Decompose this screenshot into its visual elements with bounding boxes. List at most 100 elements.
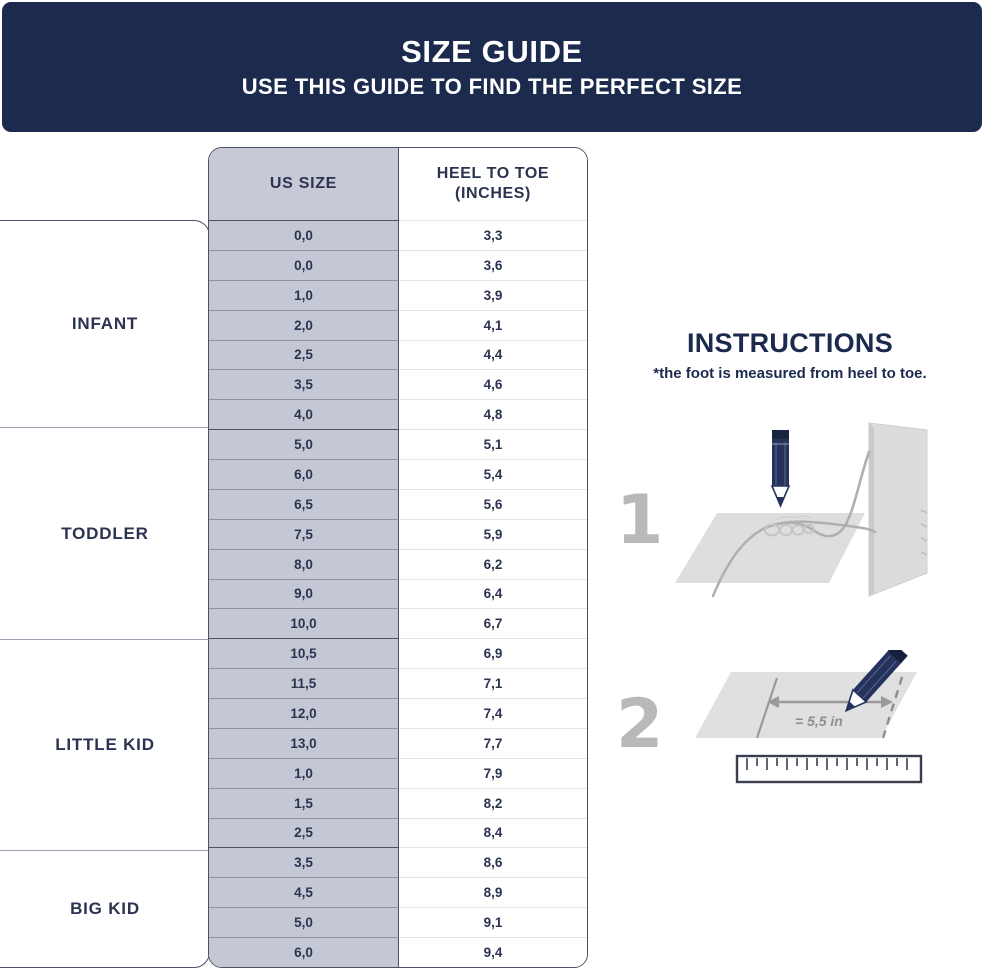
table-row: 2,5 8,4 (209, 817, 587, 848)
cell-heel-to-toe: 4,4 (399, 339, 587, 370)
table-row: 0,0 3,3 (209, 220, 587, 250)
table-row: 7,5 5,9 (209, 518, 587, 549)
cell-us-size: 1,0 (209, 279, 399, 310)
cell-us-size: 3,5 (209, 369, 399, 400)
table-row: 6,5 5,6 (209, 488, 587, 519)
cell-heel-to-toe: 7,1 (399, 668, 587, 698)
table-row: 2,0 4,1 (209, 309, 587, 340)
table-row: 6,0 5,4 (209, 459, 587, 489)
table-row: 1,0 3,9 (209, 279, 587, 310)
cell-heel-to-toe: 4,8 (399, 399, 587, 430)
cell-heel-to-toe: 7,4 (399, 698, 587, 728)
cell-heel-to-toe: 8,2 (399, 787, 587, 818)
table-row: 10,5 6,9 (209, 638, 587, 669)
table-row: 3,5 4,6 (209, 369, 587, 400)
table-row: 2,5 4,4 (209, 339, 587, 370)
cell-heel-to-toe: 8,4 (399, 817, 587, 848)
cell-us-size: 4,0 (209, 399, 399, 430)
cell-us-size: 6,0 (209, 459, 399, 489)
page-title: SIZE GUIDE (401, 34, 583, 69)
cell-us-size: 5,0 (209, 429, 399, 459)
table-row: 8,0 6,2 (209, 548, 587, 579)
cell-heel-to-toe: 8,9 (399, 877, 587, 908)
table-row: 12,0 7,4 (209, 698, 587, 728)
table-row: 4,5 8,9 (209, 877, 587, 908)
cell-us-size: 8,0 (209, 548, 399, 579)
table-row: 5,0 5,1 (209, 429, 587, 459)
cell-heel-to-toe: 5,6 (399, 488, 587, 519)
cell-heel-to-toe: 5,4 (399, 459, 587, 489)
cell-us-size: 13,0 (209, 727, 399, 758)
age-category-panel: INFANT TODDLER LITTLE KID BIG KID (0, 220, 210, 968)
cell-us-size: 6,5 (209, 488, 399, 519)
measurement-value: = 5,5 in (795, 713, 843, 729)
cell-us-size: 11,5 (209, 668, 399, 698)
instruction-step-2: 2 = 5,5 in (616, 643, 944, 800)
cell-us-size: 0,0 (209, 220, 399, 250)
table-row: 6,0 9,4 (209, 937, 587, 967)
step-1-illustration (669, 418, 939, 623)
cell-us-size: 12,0 (209, 698, 399, 728)
cell-heel-to-toe: 3,3 (399, 220, 587, 250)
table-row: 1,0 7,9 (209, 757, 587, 788)
cell-heel-to-toe: 9,1 (399, 907, 587, 937)
cell-heel-to-toe: 5,9 (399, 518, 587, 549)
cell-us-size: 2,5 (209, 339, 399, 370)
cell-heel-to-toe: 3,6 (399, 249, 587, 280)
column-header-us-size: US SIZE (209, 148, 399, 220)
table-body: 0,0 3,3 0,0 3,6 1,0 3,9 2,0 4,1 2,5 4,4 3,5 4,6 4,0 4… (209, 220, 587, 967)
cell-us-size: 3,5 (209, 847, 399, 878)
cell-us-size: 10,0 (209, 608, 399, 639)
cell-heel-to-toe: 8,6 (399, 847, 587, 878)
cell-us-size: 9,0 (209, 578, 399, 609)
cell-heel-to-toe: 3,9 (399, 279, 587, 310)
category-label-big-kid: BIG KID (70, 899, 140, 918)
cell-us-size: 7,5 (209, 518, 399, 549)
cell-us-size: 2,0 (209, 309, 399, 340)
instructions-note: *the foot is measured from heel to toe. (653, 365, 927, 382)
cell-heel-to-toe: 7,9 (399, 757, 587, 788)
cell-heel-to-toe: 6,4 (399, 578, 587, 609)
cell-us-size: 10,5 (209, 638, 399, 669)
category-label-infant: INFANT (0, 221, 209, 428)
cell-heel-to-toe: 9,4 (399, 937, 587, 967)
cell-us-size: 5,0 (209, 907, 399, 937)
column-header-heel-to-toe: HEEL TO TOE (INCHES) (399, 148, 587, 220)
cell-heel-to-toe: 6,2 (399, 548, 587, 579)
cell-us-size: 0,0 (209, 249, 399, 280)
cell-heel-to-toe: 4,1 (399, 309, 587, 340)
instruction-step-1: 1 (616, 418, 939, 623)
table-row: 10,0 6,7 (209, 608, 587, 639)
table-row: 3,5 8,6 (209, 847, 587, 878)
table-row: 9,0 6,4 (209, 578, 587, 609)
cell-heel-to-toe: 7,7 (399, 727, 587, 758)
table-header-row: US SIZE HEEL TO TOE (INCHES) (209, 148, 587, 220)
size-guide-banner: SIZE GUIDE USE THIS GUIDE TO FIND THE PE… (2, 2, 982, 132)
cell-heel-to-toe: 6,9 (399, 638, 587, 669)
table-row: 11,5 7,1 (209, 668, 587, 698)
size-chart-table: US SIZE HEEL TO TOE (INCHES) 0,0 3,3 0,0 3,… (208, 147, 588, 968)
cell-us-size: 1,5 (209, 787, 399, 818)
step-number-1: 1 (616, 480, 664, 560)
step-2-illustration: = 5,5 in (669, 643, 944, 800)
column-header-heel-to-toe-line1: HEEL TO TOE (436, 165, 550, 182)
cell-us-size: 4,5 (209, 877, 399, 908)
table-row: 1,5 8,2 (209, 787, 587, 818)
category-label-toddler: TODDLER (0, 428, 209, 640)
instructions-panel: INSTRUCTIONS *the foot is measured from … (596, 328, 984, 382)
instructions-title: INSTRUCTIONS (686, 328, 894, 358)
page-subtitle: USE THIS GUIDE TO FIND THE PERFECT SIZE (241, 74, 743, 99)
table-row: 4,0 4,8 (209, 399, 587, 430)
cell-heel-to-toe: 5,1 (399, 429, 587, 459)
cell-us-size: 1,0 (209, 757, 399, 788)
step-number-2: 2 (616, 685, 664, 764)
table-row: 5,0 9,1 (209, 907, 587, 937)
category-label-little-kid: LITTLE KID (0, 640, 209, 851)
cell-heel-to-toe: 4,6 (399, 369, 587, 400)
column-header-heel-to-toe-line2: (INCHES) (455, 185, 531, 202)
cell-us-size: 2,5 (209, 817, 399, 848)
cell-us-size: 6,0 (209, 937, 399, 967)
table-row: 0,0 3,6 (209, 249, 587, 280)
table-row: 13,0 7,7 (209, 727, 587, 758)
cell-heel-to-toe: 6,7 (399, 608, 587, 639)
